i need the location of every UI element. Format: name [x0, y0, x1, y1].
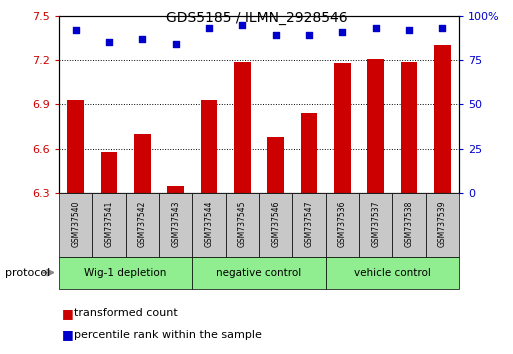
- Point: [371, 25, 380, 31]
- Point: [305, 33, 313, 38]
- Text: GSM737546: GSM737546: [271, 200, 280, 247]
- Bar: [201, 100, 218, 193]
- Bar: [192, 257, 326, 289]
- Bar: [426, 193, 459, 257]
- Text: GSM737540: GSM737540: [71, 200, 80, 247]
- Point: [438, 25, 446, 31]
- Text: ■: ■: [62, 328, 73, 341]
- Text: GSM737547: GSM737547: [305, 200, 313, 247]
- Bar: [134, 134, 151, 193]
- Text: transformed count: transformed count: [74, 308, 178, 318]
- Bar: [101, 152, 117, 193]
- Text: GSM737537: GSM737537: [371, 200, 380, 247]
- Text: GSM737545: GSM737545: [238, 200, 247, 247]
- Bar: [167, 185, 184, 193]
- Bar: [434, 45, 451, 193]
- Bar: [259, 193, 292, 257]
- Bar: [301, 113, 318, 193]
- Point: [405, 27, 413, 33]
- Text: GSM737544: GSM737544: [205, 200, 213, 247]
- Bar: [334, 63, 351, 193]
- Text: protocol: protocol: [5, 268, 50, 278]
- Point: [338, 29, 346, 35]
- Text: ■: ■: [62, 307, 73, 320]
- Bar: [326, 257, 459, 289]
- Text: Wig-1 depletion: Wig-1 depletion: [85, 268, 167, 278]
- Bar: [367, 59, 384, 193]
- Text: GSM737538: GSM737538: [405, 200, 413, 247]
- Bar: [326, 193, 359, 257]
- Bar: [401, 62, 418, 193]
- Text: GDS5185 / ILMN_2928546: GDS5185 / ILMN_2928546: [166, 11, 347, 25]
- Point: [205, 25, 213, 31]
- Text: GSM737543: GSM737543: [171, 200, 180, 247]
- Bar: [126, 193, 159, 257]
- Bar: [392, 193, 426, 257]
- Point: [171, 41, 180, 47]
- Text: GSM737541: GSM737541: [105, 200, 113, 247]
- Bar: [159, 193, 192, 257]
- Point: [271, 33, 280, 38]
- Bar: [67, 100, 84, 193]
- Point: [105, 40, 113, 45]
- Bar: [59, 193, 92, 257]
- Bar: [59, 257, 192, 289]
- Point: [71, 27, 80, 33]
- Bar: [92, 193, 126, 257]
- Text: GSM737536: GSM737536: [338, 200, 347, 247]
- Text: GSM737542: GSM737542: [138, 200, 147, 247]
- Point: [138, 36, 146, 42]
- Text: GSM737539: GSM737539: [438, 200, 447, 247]
- Bar: [359, 193, 392, 257]
- Text: negative control: negative control: [216, 268, 302, 278]
- Point: [238, 22, 246, 28]
- Bar: [226, 193, 259, 257]
- Text: percentile rank within the sample: percentile rank within the sample: [74, 330, 262, 339]
- Bar: [192, 193, 226, 257]
- Bar: [267, 137, 284, 193]
- Bar: [292, 193, 326, 257]
- Text: vehicle control: vehicle control: [354, 268, 431, 278]
- Bar: [234, 62, 251, 193]
